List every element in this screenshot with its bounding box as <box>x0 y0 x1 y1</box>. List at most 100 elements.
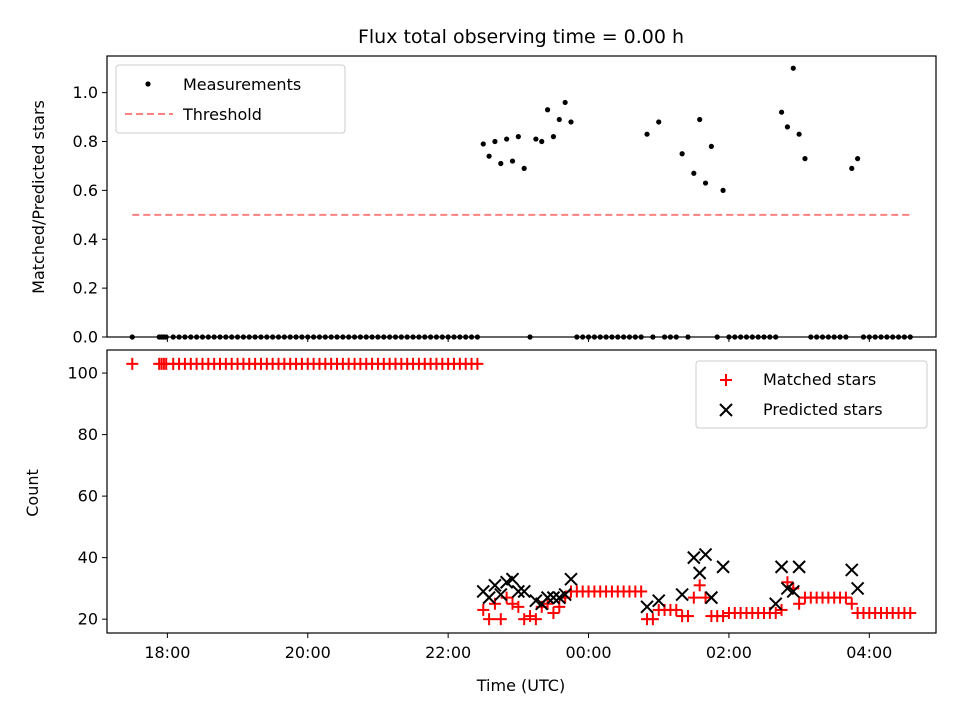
measurement-point <box>855 156 861 162</box>
legend-measurements-marker <box>145 81 151 87</box>
x-tick-label: 00:00 <box>565 643 611 662</box>
matched-star-point <box>512 600 525 613</box>
y-tick-label: 80 <box>78 425 98 444</box>
measurement-point <box>656 119 662 125</box>
bottom-axes-frame <box>106 349 937 634</box>
measurement-point <box>708 143 714 150</box>
matched-star-point <box>494 613 507 626</box>
x-axis-label: Time (UTC) <box>476 676 565 695</box>
y-tick-label: 0.0 <box>73 328 98 347</box>
matched-star-point <box>670 603 683 616</box>
measurement-point <box>679 151 685 157</box>
measurement-point <box>720 187 726 193</box>
predicted-star-point <box>517 584 531 599</box>
matched-star-point <box>699 591 712 604</box>
legend-matched-marker <box>720 374 732 386</box>
matched-star-point <box>547 607 560 620</box>
matched-star-point <box>541 597 554 610</box>
top-axes-frame <box>106 55 937 338</box>
predicted-star-point <box>692 566 707 580</box>
measurement-point <box>849 165 855 171</box>
predicted-star-point <box>540 590 555 605</box>
matched-star-point <box>483 613 496 626</box>
measurement-point <box>480 141 486 147</box>
y-tick-label: 40 <box>78 548 98 567</box>
predicted-star-point <box>564 572 578 586</box>
matched-star-point <box>529 613 542 626</box>
top-legend-box <box>115 64 346 134</box>
measurement-point <box>504 136 510 142</box>
predicted-star-point <box>546 590 561 605</box>
bottom-legend: Matched stars Predicted stars <box>695 360 928 429</box>
matched-star-point <box>845 597 858 610</box>
bottom-y-ticks: 20 40 60 80 100 <box>67 364 107 629</box>
matched-star-point <box>904 607 917 620</box>
legend-predicted-marker <box>719 403 733 417</box>
bottom-y-axis-label: Count <box>23 469 42 517</box>
matched-star-point <box>681 610 694 623</box>
predicted-star-point <box>845 563 859 577</box>
measurement-point <box>498 160 504 167</box>
bottom-marks <box>126 357 917 626</box>
y-tick-label: 60 <box>78 487 98 506</box>
predicted-star-point <box>558 587 572 602</box>
measurement-point <box>533 136 539 142</box>
predicted-star-point <box>786 584 800 599</box>
matched-star-point <box>126 357 139 370</box>
matched-star-point <box>693 579 706 592</box>
measurement-point <box>544 107 551 113</box>
predicted-star-point <box>716 560 730 574</box>
measurement-point <box>802 156 808 162</box>
predicted-star-point <box>675 587 689 602</box>
measurement-point <box>562 99 568 106</box>
measurement-point <box>796 131 802 137</box>
legend-predicted-label: Predicted stars <box>763 400 883 419</box>
measurement-point <box>697 116 703 123</box>
y-tick-label: 20 <box>78 610 98 629</box>
top-x-ticks <box>166 337 870 342</box>
measurement-point <box>691 170 697 176</box>
measurement-point <box>550 134 557 140</box>
measurement-point <box>556 116 562 123</box>
x-tick-label: 02:00 <box>706 643 752 662</box>
predicted-star-point <box>792 560 806 574</box>
bottom-x-ticks: 18:00 20:00 22:00 00:00 02:00 04:00 <box>144 633 892 662</box>
measurement-point <box>509 158 516 164</box>
measurement-point <box>568 119 574 125</box>
matched-star-point <box>635 585 648 598</box>
y-tick-label: 0.6 <box>73 181 98 200</box>
figure-title: Flux total observing time = 0.00 h <box>358 26 684 48</box>
predicted-star-point <box>488 578 502 593</box>
matched-star-point <box>775 603 788 616</box>
top-legend: Measurements Threshold <box>115 64 346 134</box>
x-tick-label: 22:00 <box>425 643 471 662</box>
legend-threshold-label: Threshold <box>182 105 262 124</box>
predicted-star-point <box>769 597 783 611</box>
bottom-axes: 20 40 60 80 100 18:00 20:00 22:00 00:00 02:00 04:… <box>23 349 937 695</box>
predicted-star-point <box>698 547 713 562</box>
top-axes: 0.0 0.2 0.4 0.6 0.8 1.0 Matched/Predicted sta… <box>29 55 937 347</box>
matched-star-point <box>646 613 659 626</box>
predicted-star-point <box>482 590 496 605</box>
predicted-star-point <box>774 560 789 574</box>
y-tick-label: 100 <box>67 364 98 383</box>
matched-star-point <box>471 357 484 370</box>
matched-star-point <box>687 591 700 604</box>
measurement-point <box>492 138 498 145</box>
measurement-point <box>539 138 545 145</box>
matched-star-point <box>839 591 852 604</box>
measurement-point <box>521 165 527 171</box>
y-tick-label: 1.0 <box>73 83 98 102</box>
measurement-point <box>784 124 791 130</box>
x-tick-label: 20:00 <box>285 643 331 662</box>
predicted-star-point <box>505 572 520 586</box>
measurement-point <box>778 109 785 115</box>
measurement-point <box>790 65 796 71</box>
top-marks <box>129 65 913 340</box>
matched-star-point <box>793 597 806 610</box>
y-tick-label: 0.8 <box>73 132 98 151</box>
predicted-star-point <box>652 593 666 608</box>
predicted-star-point <box>640 600 654 614</box>
measurement-point <box>644 131 650 137</box>
